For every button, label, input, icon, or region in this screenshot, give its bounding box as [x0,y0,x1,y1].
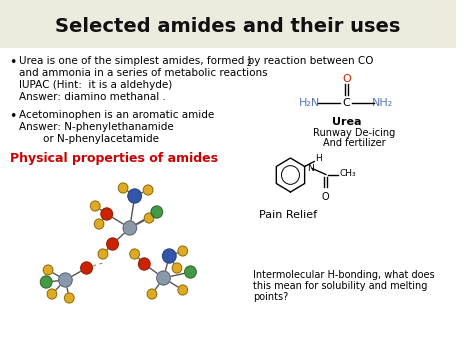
Text: And fertilizer: And fertilizer [323,138,385,148]
Text: CH₃: CH₃ [339,169,356,178]
Circle shape [130,249,139,259]
Circle shape [94,219,104,229]
Circle shape [172,263,182,273]
Text: C: C [342,98,350,108]
Text: O: O [342,74,351,84]
Text: IUPAC (Hint:  it is a aldehyde): IUPAC (Hint: it is a aldehyde) [19,80,173,90]
Circle shape [151,206,163,218]
Text: Urea: Urea [331,117,361,127]
Circle shape [157,271,170,285]
Text: Acetominophen is an aromatic amide: Acetominophen is an aromatic amide [19,110,215,120]
Circle shape [163,249,176,263]
Circle shape [47,289,57,299]
Text: Physical properties of amides: Physical properties of amides [9,152,218,165]
Circle shape [147,289,157,299]
Text: N: N [308,164,314,173]
Text: and ammonia in a series of metabolic reactions: and ammonia in a series of metabolic rea… [19,68,268,78]
Circle shape [123,221,137,235]
Circle shape [178,246,188,256]
Circle shape [40,276,52,288]
Text: this mean for solubility and melting: this mean for solubility and melting [253,281,428,291]
Text: 2: 2 [246,59,251,68]
Text: points?: points? [253,292,288,302]
Circle shape [101,208,112,220]
Circle shape [43,265,53,275]
Text: O: O [322,191,329,202]
Text: Pain Relief: Pain Relief [259,210,318,220]
Text: NH₂: NH₂ [372,98,393,108]
Text: H₂N: H₂N [299,98,320,108]
Circle shape [91,201,100,211]
Circle shape [98,249,108,259]
Text: Answer: diamino methanal .: Answer: diamino methanal . [19,92,166,102]
Circle shape [128,189,141,203]
Circle shape [81,262,92,274]
Circle shape [118,183,128,193]
Text: Intermolecular H-bonding, what does: Intermolecular H-bonding, what does [253,270,435,280]
Circle shape [143,185,153,195]
Text: or N-phenylacetamide: or N-phenylacetamide [43,134,159,144]
Text: Urea is one of the simplest amides, formed by reaction between CO: Urea is one of the simplest amides, form… [19,56,374,66]
Circle shape [144,213,154,223]
Circle shape [64,293,74,303]
Circle shape [185,266,196,278]
Bar [0,0,456,48]
Text: H: H [315,154,322,163]
Circle shape [138,258,150,270]
Text: Runway De-icing: Runway De-icing [313,128,395,138]
Circle shape [59,273,72,287]
Circle shape [178,285,188,295]
Text: Answer: N-phenylethanamide: Answer: N-phenylethanamide [19,122,174,132]
Text: Selected amides and their uses: Selected amides and their uses [55,16,401,36]
Text: •: • [9,56,17,69]
Text: •: • [9,110,17,123]
Circle shape [107,238,118,250]
